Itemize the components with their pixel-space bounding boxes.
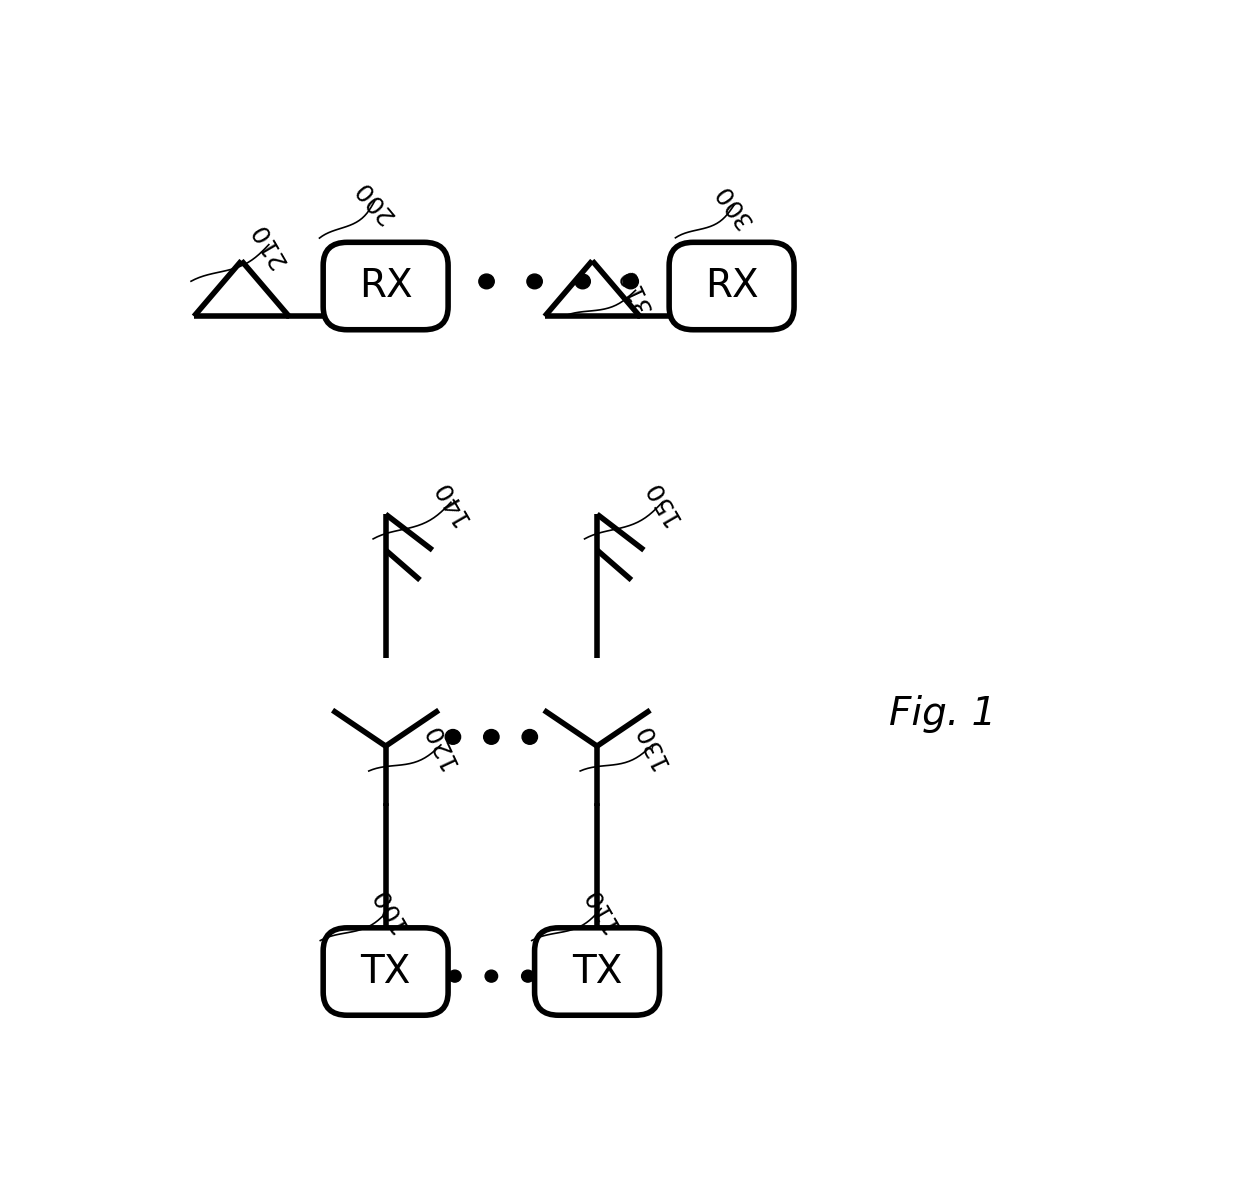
Circle shape xyxy=(522,729,537,744)
Circle shape xyxy=(449,970,461,982)
Text: 100: 100 xyxy=(367,882,412,936)
Text: RX: RX xyxy=(358,266,413,305)
FancyBboxPatch shape xyxy=(324,243,448,330)
Circle shape xyxy=(445,729,460,744)
Text: 120: 120 xyxy=(420,718,461,772)
Circle shape xyxy=(484,729,498,744)
Text: TX: TX xyxy=(572,952,622,991)
Text: 210: 210 xyxy=(247,217,291,271)
Circle shape xyxy=(622,274,639,289)
Text: RX: RX xyxy=(704,266,759,305)
FancyBboxPatch shape xyxy=(670,243,794,330)
Text: 310: 310 xyxy=(615,264,656,317)
Text: 140: 140 xyxy=(429,476,474,529)
Text: Fig. 1: Fig. 1 xyxy=(889,695,997,733)
Circle shape xyxy=(575,274,590,289)
Text: 200: 200 xyxy=(350,174,399,227)
Circle shape xyxy=(479,274,495,289)
FancyBboxPatch shape xyxy=(324,927,448,1016)
Text: 110: 110 xyxy=(579,882,624,936)
Text: 130: 130 xyxy=(631,718,673,772)
FancyBboxPatch shape xyxy=(534,927,660,1016)
Circle shape xyxy=(527,274,542,289)
Text: 150: 150 xyxy=(640,476,684,529)
Circle shape xyxy=(522,970,534,982)
Circle shape xyxy=(485,970,497,982)
Text: TX: TX xyxy=(361,952,410,991)
Text: 300: 300 xyxy=(711,179,758,232)
